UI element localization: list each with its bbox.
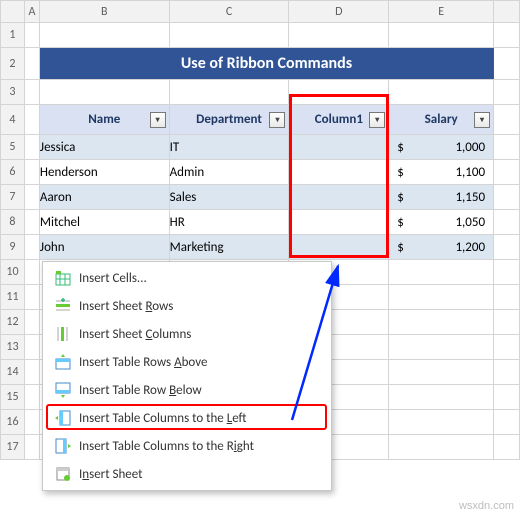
table-cols-right-icon: [51, 438, 75, 454]
row-header[interactable]: 4: [1, 105, 25, 135]
row-header[interactable]: 8: [1, 210, 25, 235]
row-header[interactable]: 12: [1, 310, 25, 335]
cell-dept[interactable]: IT: [169, 135, 289, 160]
cell-dept[interactable]: Admin: [169, 160, 289, 185]
cell-col1[interactable]: [289, 135, 389, 160]
cell-name[interactable]: Jessica: [39, 135, 169, 160]
cell-salary[interactable]: $1,050: [389, 210, 494, 235]
filter-icon[interactable]: ▾: [269, 112, 285, 128]
table-header-salary[interactable]: Salary▾: [389, 105, 494, 135]
insert-sheet-icon: [51, 466, 75, 482]
filter-icon[interactable]: ▾: [474, 112, 490, 128]
row-header[interactable]: 13: [1, 335, 25, 360]
cell-col1[interactable]: [289, 185, 389, 210]
cell-salary[interactable]: $1,150: [389, 185, 494, 210]
col-header-E[interactable]: E: [389, 1, 494, 23]
col-header-D[interactable]: D: [289, 1, 389, 23]
cell-salary[interactable]: $1,000: [389, 135, 494, 160]
row-header[interactable]: 3: [1, 80, 25, 105]
table-row-below-icon: [51, 382, 75, 398]
insert-cells-icon: [51, 270, 75, 286]
cell-col1[interactable]: [289, 235, 389, 260]
table-rows-above-icon: [51, 354, 75, 370]
table-cols-left-icon: [51, 410, 75, 426]
row-header[interactable]: 7: [1, 185, 25, 210]
row-header[interactable]: 10: [1, 260, 25, 285]
menu-insert-sheet-rows[interactable]: Insert Sheet Rows: [43, 292, 331, 320]
menu-label: Insert Table Columns to the Right: [75, 439, 323, 454]
row-header[interactable]: 6: [1, 160, 25, 185]
cell-col1[interactable]: [289, 210, 389, 235]
cell-name[interactable]: Aaron: [39, 185, 169, 210]
menu-insert-sheet[interactable]: Insert Sheet: [43, 460, 331, 488]
table-header-name[interactable]: Name▾: [39, 105, 169, 135]
title-banner: Use of Ribbon Commands: [39, 48, 493, 80]
insert-columns-icon: [51, 326, 75, 342]
filter-icon[interactable]: ▾: [369, 112, 385, 128]
watermark: wsxdn.com: [459, 500, 514, 512]
cell-salary[interactable]: $1,100: [389, 160, 494, 185]
column-header-row: A B C D E: [1, 1, 520, 23]
menu-label: Insert Sheet Rows: [75, 299, 323, 314]
menu-label: Insert Cells...: [75, 271, 323, 286]
col-header-B[interactable]: B: [39, 1, 169, 23]
row-header[interactable]: 9: [1, 235, 25, 260]
menu-label: Insert Table Rows Above: [75, 355, 323, 370]
row-header[interactable]: 2: [1, 48, 25, 80]
cell-col1[interactable]: [289, 160, 389, 185]
insert-rows-icon: [51, 298, 75, 314]
filter-icon[interactable]: ▾: [150, 112, 166, 128]
row-header[interactable]: 1: [1, 23, 25, 48]
row-header[interactable]: 16: [1, 410, 25, 435]
row-header[interactable]: 11: [1, 285, 25, 310]
menu-label: Insert Table Columns to the Left: [75, 411, 323, 426]
cell-salary[interactable]: $1,200: [389, 235, 494, 260]
table-header-dept[interactable]: Department▾: [169, 105, 289, 135]
menu-insert-table-columns-right[interactable]: Insert Table Columns to the Right: [43, 432, 331, 460]
menu-insert-sheet-columns[interactable]: Insert Sheet Columns: [43, 320, 331, 348]
insert-context-menu: Insert Cells... Insert Sheet Rows Insert…: [42, 261, 332, 491]
cell-dept[interactable]: Sales: [169, 185, 289, 210]
menu-label: Insert Sheet Columns: [75, 327, 323, 342]
col-header-A[interactable]: A: [24, 1, 39, 23]
row-header[interactable]: 17: [1, 435, 25, 460]
row-header[interactable]: 15: [1, 385, 25, 410]
menu-insert-cells[interactable]: Insert Cells...: [43, 264, 331, 292]
menu-label: Insert Table Row Below: [75, 383, 323, 398]
menu-insert-table-row-below[interactable]: Insert Table Row Below: [43, 376, 331, 404]
corner-cell[interactable]: [1, 1, 25, 23]
col-header-edge: [494, 1, 520, 23]
cell-dept[interactable]: HR: [169, 210, 289, 235]
table-header-col1[interactable]: Column1▾: [289, 105, 389, 135]
menu-insert-table-columns-left[interactable]: Insert Table Columns to the Left: [43, 404, 331, 432]
menu-label: Insert Sheet: [75, 467, 323, 482]
row-header[interactable]: 14: [1, 360, 25, 385]
cell-name[interactable]: John: [39, 235, 169, 260]
col-header-C[interactable]: C: [169, 1, 289, 23]
cell-name[interactable]: Mitchel: [39, 210, 169, 235]
row-header[interactable]: 5: [1, 135, 25, 160]
cell-name[interactable]: Henderson: [39, 160, 169, 185]
cell-dept[interactable]: Marketing: [169, 235, 289, 260]
menu-insert-table-rows-above[interactable]: Insert Table Rows Above: [43, 348, 331, 376]
